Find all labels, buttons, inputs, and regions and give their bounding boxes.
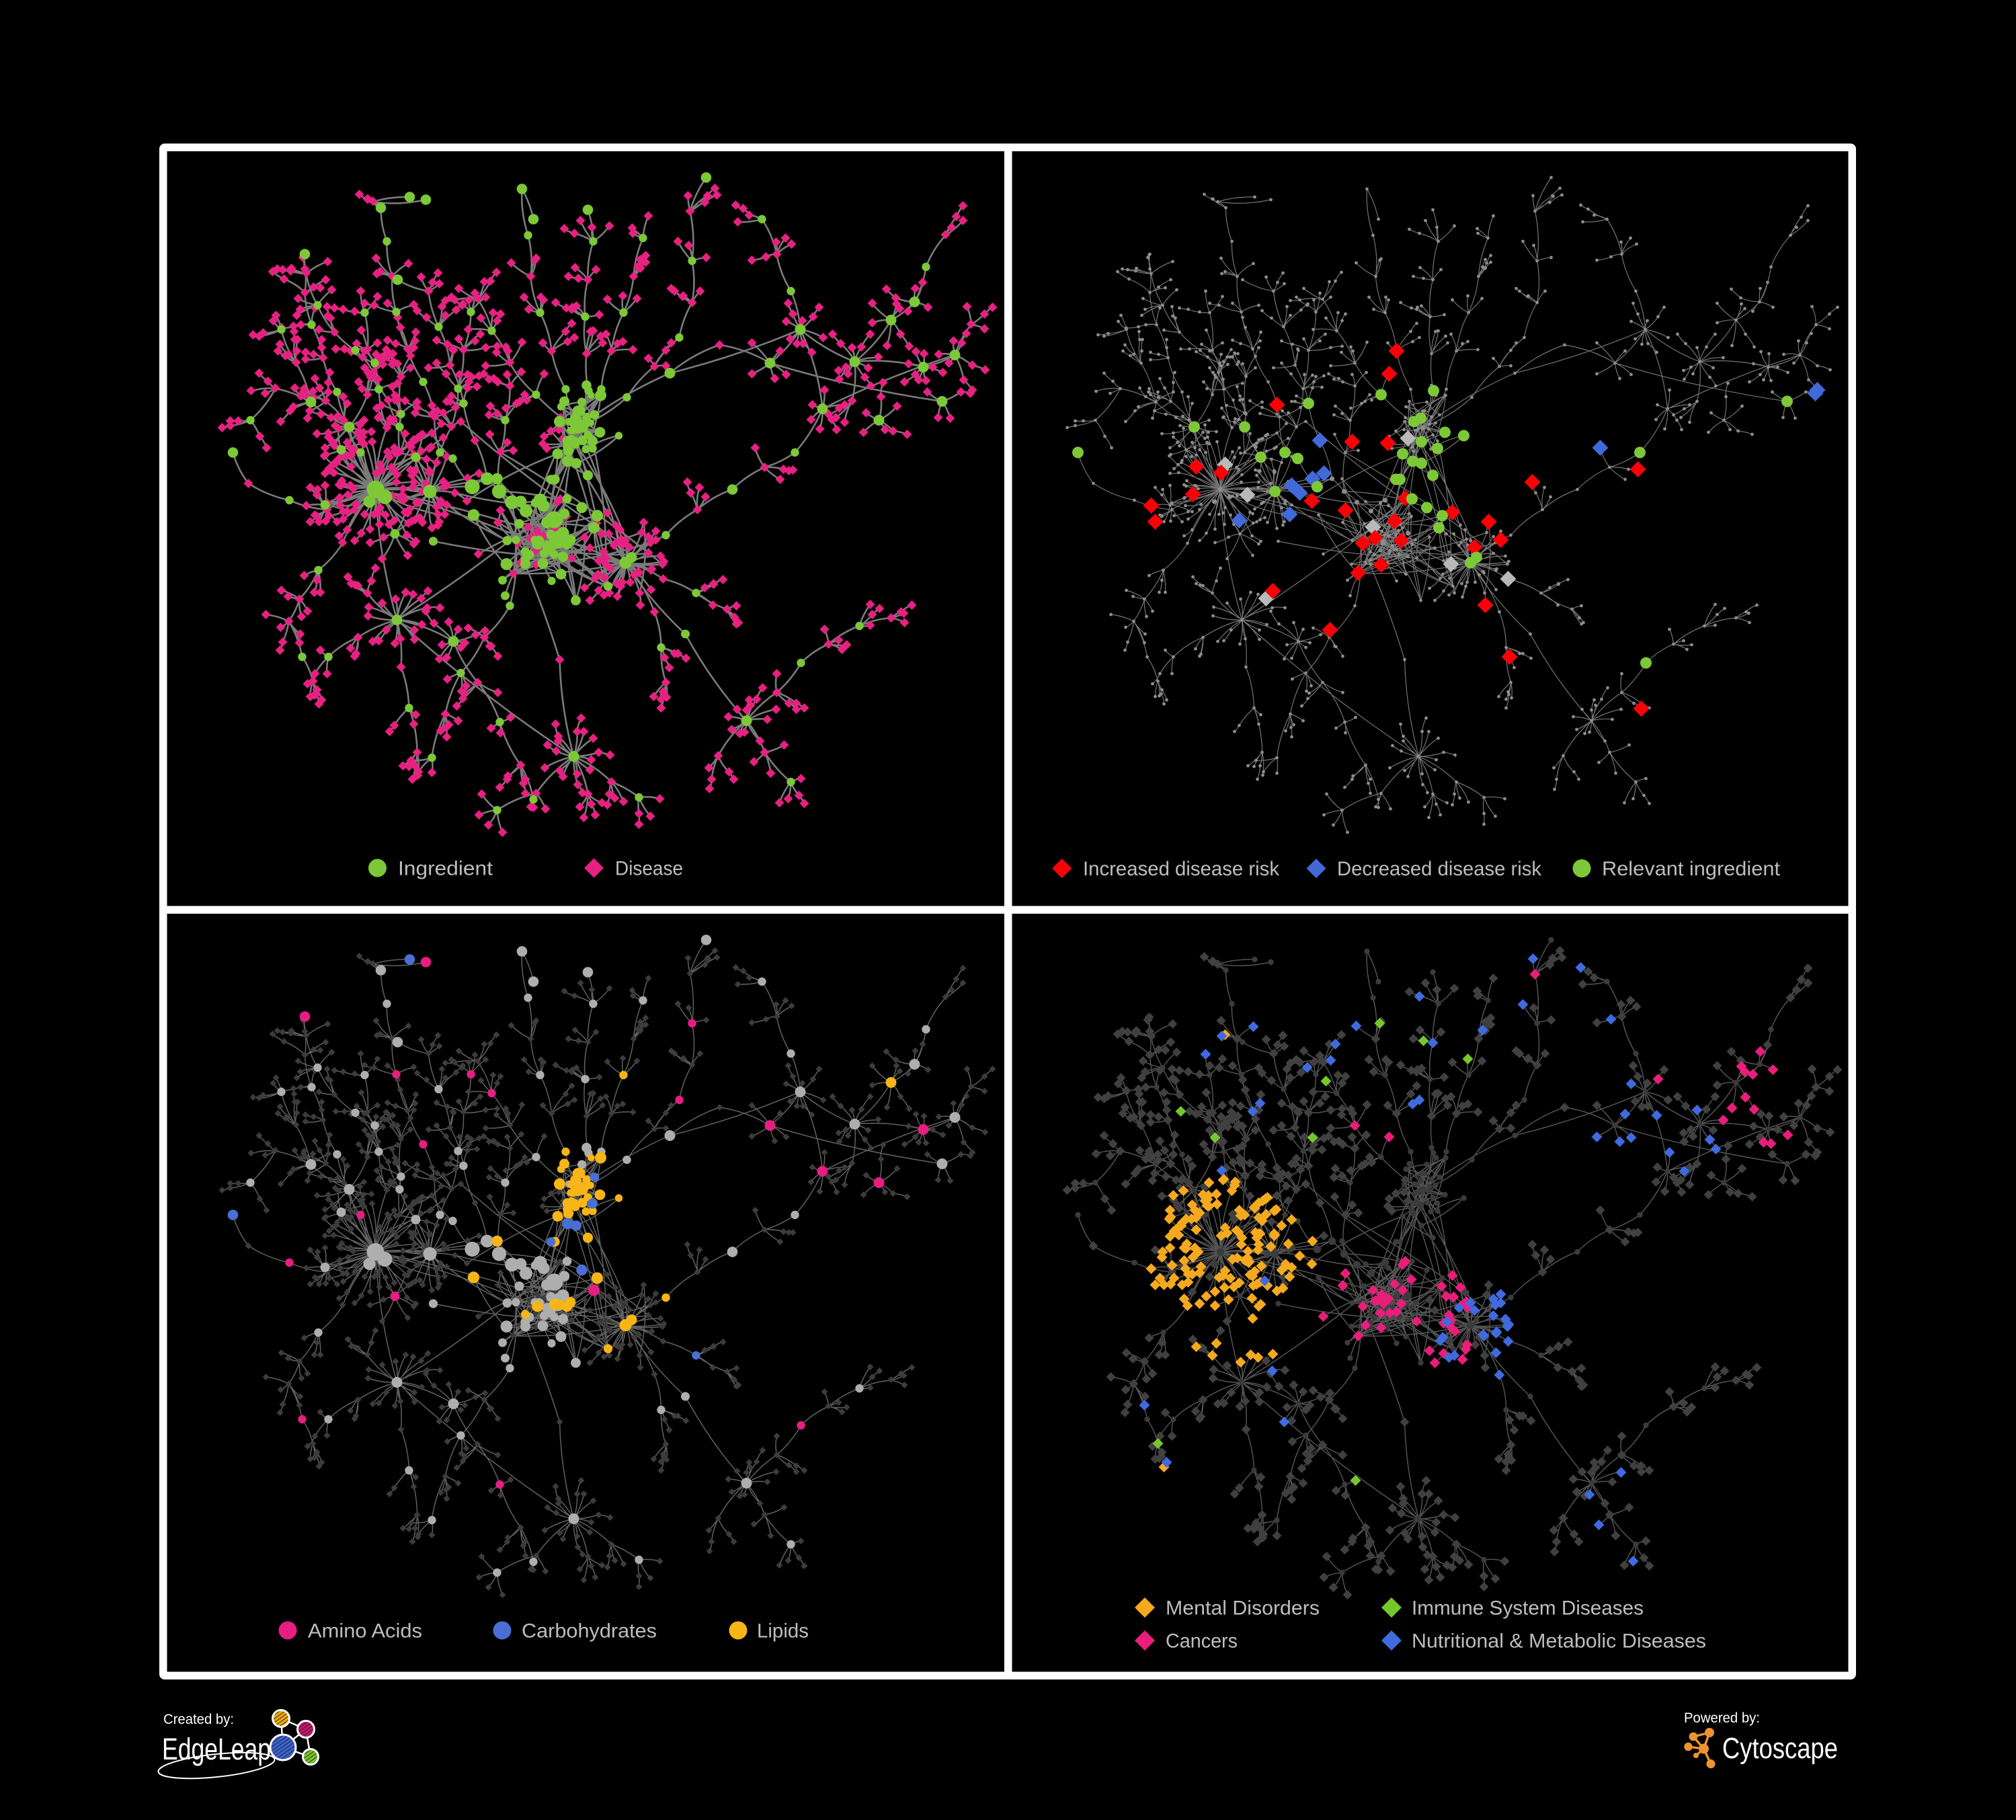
svg-text:Relevant ingredient: Relevant ingredient bbox=[1602, 858, 1781, 880]
svg-text:Increased disease risk: Increased disease risk bbox=[1083, 858, 1280, 880]
svg-text:Immune System Diseases: Immune System Diseases bbox=[1412, 1597, 1644, 1620]
svg-text:Lipids: Lipids bbox=[757, 1620, 809, 1643]
svg-text:Powered by:: Powered by: bbox=[1684, 1710, 1760, 1726]
svg-text:Disease: Disease bbox=[615, 858, 683, 880]
svg-text:Created by:: Created by: bbox=[163, 1712, 234, 1727]
svg-text:Mental Disorders: Mental Disorders bbox=[1166, 1597, 1320, 1620]
svg-text:Decreased disease risk: Decreased disease risk bbox=[1337, 858, 1542, 880]
svg-text:Amino Acids: Amino Acids bbox=[308, 1620, 422, 1643]
svg-text:Nutritional & Metabolic Diseas: Nutritional & Metabolic Diseases bbox=[1412, 1630, 1706, 1653]
svg-text:Ingredient: Ingredient bbox=[398, 858, 493, 880]
svg-text:Cancers: Cancers bbox=[1166, 1630, 1238, 1653]
svg-text:Cytoscape: Cytoscape bbox=[1722, 1732, 1838, 1765]
svg-text:Carbohydrates: Carbohydrates bbox=[522, 1620, 657, 1643]
